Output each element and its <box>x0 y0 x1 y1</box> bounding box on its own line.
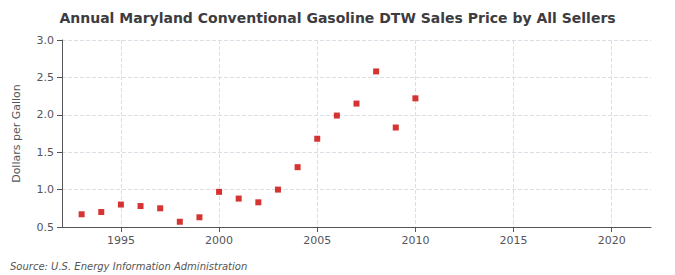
svg-text:2010: 2010 <box>401 234 429 247</box>
svg-text:1995: 1995 <box>107 234 135 247</box>
svg-text:2020: 2020 <box>598 234 626 247</box>
svg-text:2015: 2015 <box>500 234 528 247</box>
svg-text:2.5: 2.5 <box>37 71 55 84</box>
svg-text:2.0: 2.0 <box>37 108 55 121</box>
svg-text:Annual Maryland Conventional G: Annual Maryland Conventional Gasoline DT… <box>59 10 615 26</box>
svg-text:Source: U.S. Energy Informatio: Source: U.S. Energy Information Administ… <box>10 261 247 272</box>
svg-text:1.0: 1.0 <box>37 183 55 196</box>
svg-text:2005: 2005 <box>303 234 331 247</box>
svg-text:1.5: 1.5 <box>37 146 55 159</box>
svg-text:2000: 2000 <box>205 234 233 247</box>
svg-text:3.0: 3.0 <box>37 34 55 47</box>
svg-text:Dollars per Gallon: Dollars per Gallon <box>10 84 23 183</box>
svg-text:0.5: 0.5 <box>37 221 55 234</box>
